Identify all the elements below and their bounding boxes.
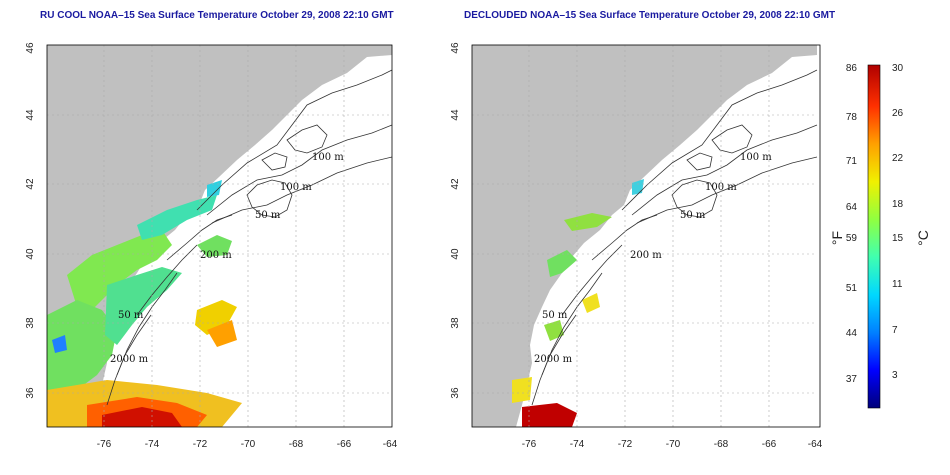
colorbar: 86 78 71 64 59 51 44 37 30 26 22 18 15 1… [829,63,931,409]
left-y-tick: 44 [25,109,36,121]
left-x-tick: -72 [193,439,208,450]
contour-label-left-4: 200 m [200,250,232,261]
right-y-axis: 36 38 40 42 44 46 [450,42,461,399]
fahrenheit-unit-label: °F [829,231,845,245]
c-tick: 7 [892,325,898,336]
left-sst-field [47,180,242,427]
right-y-tick: 44 [450,109,461,121]
right-map-panel [471,44,821,428]
left-x-tick: -68 [289,439,304,450]
right-x-tick: -64 [808,439,823,450]
right-x-tick: -68 [714,439,729,450]
left-x-tick: -66 [337,439,352,450]
contour-label-left-2: 100 m [280,182,312,193]
left-y-axis: 36 38 40 42 44 46 [25,42,36,399]
left-x-axis: -76 -74 -72 -70 -68 -66 -64 [97,439,398,450]
f-tick: 86 [846,63,858,74]
right-y-tick: 40 [450,248,461,260]
left-y-tick: 42 [25,178,36,190]
contour-label-right-1: 100 m [740,152,772,163]
contour-label-left-1: 100 m [312,152,344,163]
contour-label-left-6: 2000 m [110,354,149,365]
right-x-tick: -74 [570,439,585,450]
left-x-tick: -76 [97,439,112,450]
right-x-tick: -72 [618,439,633,450]
left-y-tick: 40 [25,248,36,260]
c-tick: 3 [892,370,898,381]
c-tick: 15 [892,233,904,244]
c-tick: 22 [892,153,904,164]
c-tick: 11 [892,279,903,290]
right-panel-title: DECLOUDED NOAA–15 Sea Surface Temperatur… [464,10,836,21]
f-tick: 37 [846,374,858,385]
contour-label-left-5: 50 m [118,310,144,321]
celsius-unit-label: °C [915,230,931,246]
left-panel-title: RU COOL NOAA–15 Sea Surface Temperature … [40,10,394,21]
left-y-tick: 46 [25,42,36,54]
f-tick: 59 [846,233,858,244]
colorbar-f-ticks: 86 78 71 64 59 51 44 37 [846,63,858,385]
contour-label-left-3: 50 m [255,210,281,221]
contour-label-right-3: 50 m [680,210,706,221]
left-x-tick: -70 [241,439,256,450]
f-tick: 51 [846,283,858,294]
right-sst-field [512,179,644,427]
c-tick: 18 [892,199,904,210]
left-y-tick: 38 [25,317,36,329]
f-tick: 71 [846,156,858,167]
left-x-tick: -64 [383,439,398,450]
left-y-tick: 36 [25,387,36,399]
right-x-tick: -76 [522,439,537,450]
c-tick: 30 [892,63,904,74]
contour-label-right-6: 2000 m [534,354,573,365]
f-tick: 44 [846,328,858,339]
left-map-panel [46,44,393,428]
right-x-axis: -76 -74 -72 -70 -68 -66 -64 [522,439,823,450]
contour-label-right-4: 200 m [630,250,662,261]
right-x-tick: -70 [666,439,681,450]
f-tick: 64 [846,202,858,213]
contour-label-right-2: 100 m [705,182,737,193]
right-y-tick: 38 [450,317,461,329]
right-y-tick: 36 [450,387,461,399]
c-tick: 26 [892,108,904,119]
right-y-tick: 42 [450,178,461,190]
right-y-tick: 46 [450,42,461,54]
f-tick: 78 [846,112,858,123]
colorbar-c-ticks: 30 26 22 18 15 11 7 3 [892,63,904,381]
right-x-tick: -66 [762,439,777,450]
contour-label-right-5: 50 m [542,310,568,321]
left-x-tick: -74 [145,439,160,450]
